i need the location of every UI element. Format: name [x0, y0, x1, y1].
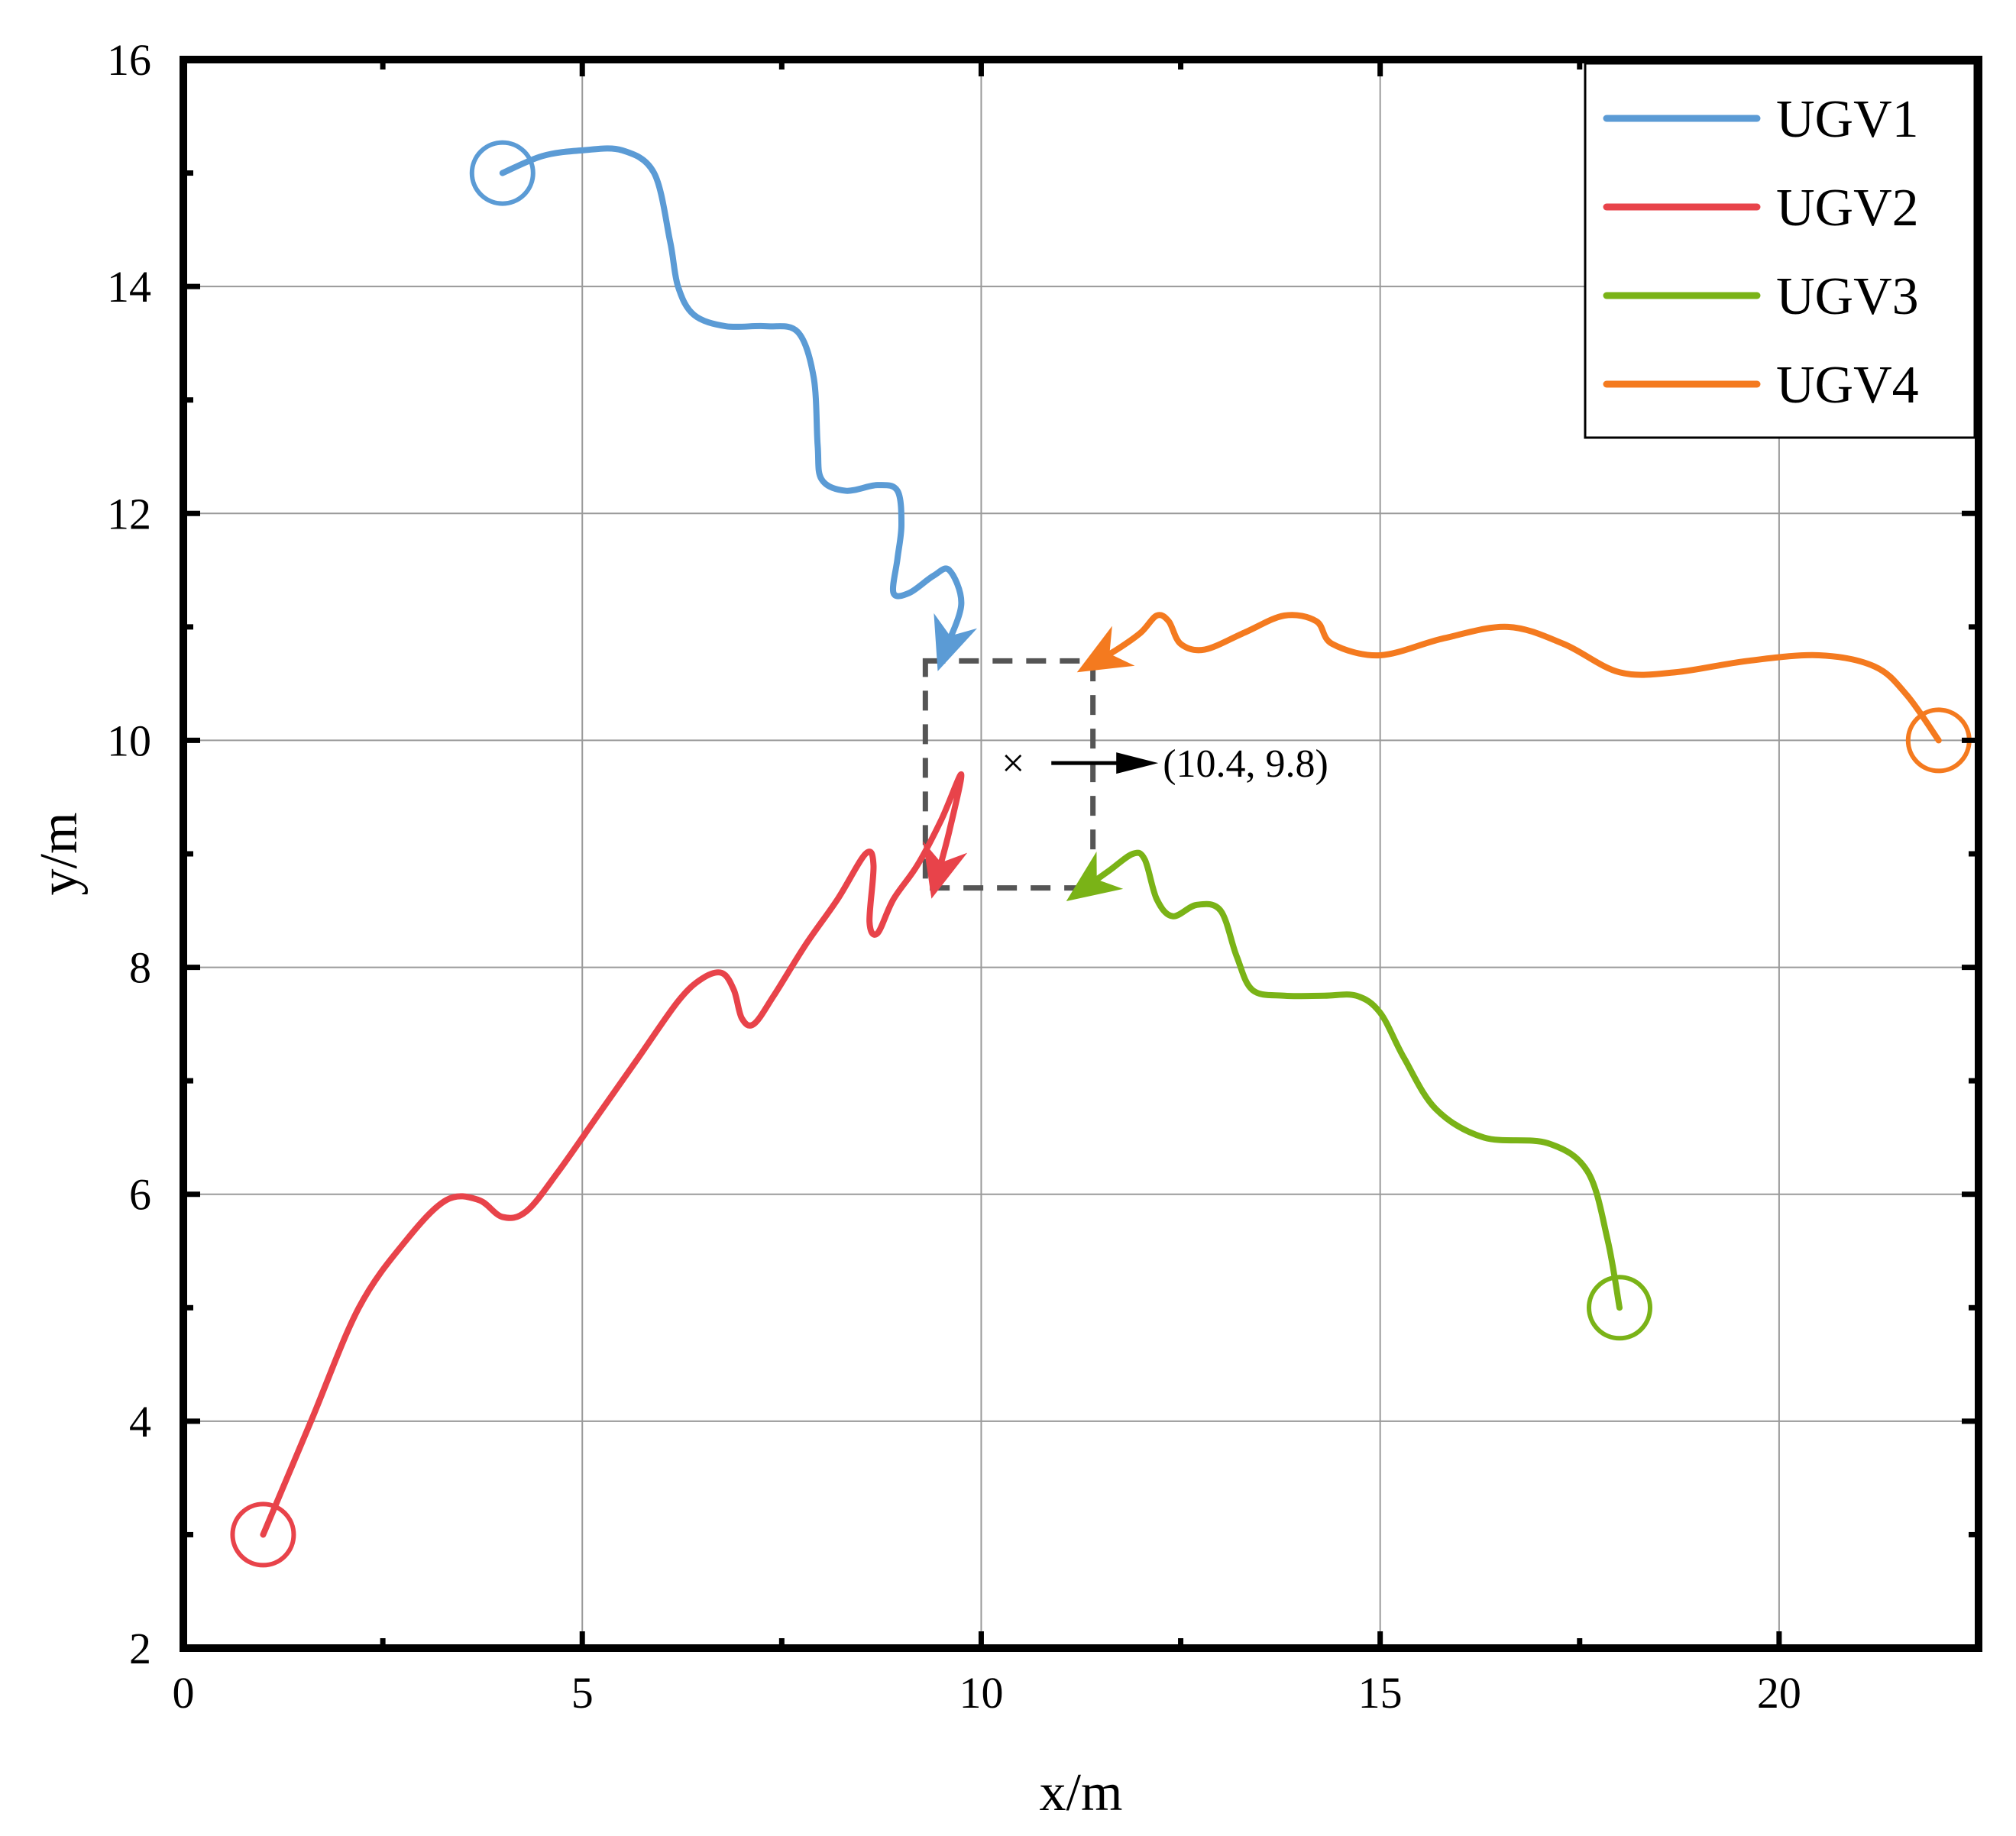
legend-label: UGV1 [1776, 90, 1919, 149]
legend: UGV1 UGV2 UGV3 UGV4 [1584, 62, 1976, 439]
legend-item: UGV2 [1603, 179, 1919, 238]
end-arrow [1066, 851, 1124, 901]
trajectory-series [230, 140, 1972, 1568]
y-tick-label: 8 [129, 943, 151, 993]
y-tick-label: 14 [107, 262, 151, 312]
start-marker [1587, 1275, 1652, 1341]
trajectory-line [260, 771, 965, 1538]
center-annotation: × (10.4, 9.8) [1002, 740, 1328, 786]
legend-label: UGV3 [1776, 267, 1919, 326]
x-tick-label: 15 [1358, 1668, 1403, 1718]
target-box [922, 658, 1096, 891]
y-axis-title: y/m [30, 813, 89, 896]
legend-item: UGV4 [1603, 356, 1919, 415]
legend-item: UGV1 [1603, 90, 1919, 149]
y-tick-label: 10 [107, 716, 151, 765]
x-tick-label: 10 [959, 1668, 1003, 1718]
legend-label: UGV4 [1776, 356, 1919, 415]
trajectory-line [1093, 612, 1942, 744]
series-UGV1 [469, 140, 978, 671]
y-tick-label: 6 [129, 1170, 151, 1220]
end-arrow [934, 613, 978, 671]
trajectory-line [1082, 849, 1623, 1311]
center-label: (10.4, 9.8) [1163, 742, 1328, 786]
x-tick-label: 0 [173, 1668, 195, 1718]
x-tick-label: 5 [571, 1668, 594, 1718]
annotation-arrow-head [1116, 752, 1159, 774]
axis-ticks: 0 5 10 15 20 2 4 6 8 10 12 14 16 [107, 35, 1982, 1718]
legend-label: UGV2 [1776, 179, 1919, 238]
start-marker [469, 140, 536, 206]
x-axis-title: x/m [1040, 1763, 1123, 1822]
trajectory-line [499, 145, 965, 653]
center-marker: × [1002, 740, 1024, 786]
start-marker [230, 1501, 296, 1568]
series-UGV2 [230, 771, 968, 1568]
legend-box [1584, 62, 1976, 439]
y-tick-label: 2 [129, 1624, 151, 1673]
y-tick-label: 4 [129, 1397, 151, 1446]
y-tick-label: 16 [107, 35, 151, 85]
series-UGV3 [1066, 849, 1652, 1341]
end-arrow [923, 841, 968, 899]
legend-item: UGV3 [1603, 267, 1919, 326]
end-arrow [1076, 625, 1135, 673]
target-region [922, 658, 1096, 891]
x-tick-label: 20 [1757, 1668, 1801, 1718]
y-tick-label: 12 [107, 489, 151, 538]
